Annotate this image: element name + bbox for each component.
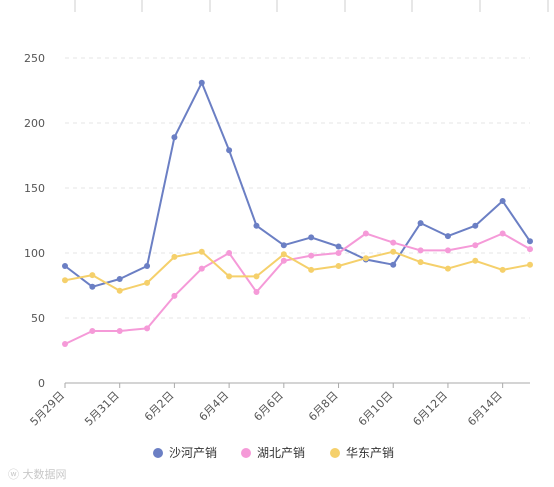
series-1-point-16 [499,230,506,237]
legend-marker-2 [330,448,340,458]
series-2-point-7 [253,273,260,280]
series-0-point-15 [472,222,479,229]
series-2-point-6 [226,273,233,280]
x-tick-label-0: 5月29日 [28,389,68,429]
series-1-point-0 [62,341,68,347]
series-0-point-12 [390,261,397,268]
series-0-point-7 [253,222,260,229]
series-line-1 [64,232,531,345]
series-1-point-9 [308,252,315,259]
y-tick-label-50: 50 [31,312,45,325]
x-tick-label-1: 5月31日 [82,389,122,429]
legend-item-0: 沙河产销 [153,446,217,460]
series-0-point-2 [116,276,123,282]
x-axis: 5月29日 5月31日 6月2日 6月4日 6月6日 6月8日 6月10日 6月12日 6月14… [28,382,530,429]
series-0-point-3 [144,263,151,269]
series-2-point-4 [171,253,178,260]
series-2-point-13 [417,259,424,266]
y-axis: 0 50 100 150 200 250 [24,52,45,390]
legend-label-1: 湖北产销 [257,445,305,460]
series-1-point-15 [472,242,479,249]
series-2 [62,248,533,294]
weibo-icon: ⓦ [8,468,19,481]
top-border-ticks [74,0,549,12]
series-1-point-4 [171,292,178,299]
series-0-point-8 [280,242,287,249]
series-2-point-15 [472,257,479,264]
watermark-text: 大数据网 [22,468,67,481]
series-1-point-11 [362,230,369,237]
series-1-point-17 [527,246,533,253]
series-2-point-11 [362,255,369,262]
legend-item-2: 华东产销 [330,446,394,460]
series-0-point-1 [89,283,96,290]
series-0-point-6 [226,147,233,154]
series-1-point-7 [253,289,260,295]
series-0-point-16 [499,198,506,204]
series-2-point-12 [390,248,397,255]
x-tick-label-5: 6月8日 [306,389,341,424]
series-2-point-2 [116,287,123,294]
series-0-point-13 [417,220,424,227]
series-0-point-9 [308,234,315,241]
series-0-point-10 [335,243,342,250]
y-tick-label-0: 0 [38,377,45,390]
series-0-point-4 [171,134,178,141]
legend-marker-1 [241,448,251,458]
series-line-2 [64,250,531,292]
series-2-point-8 [280,251,287,258]
x-tick-label-2: 6月2日 [142,389,177,424]
x-tick-label-3: 6月4日 [197,389,232,424]
legend-marker-0 [153,448,163,458]
series-1-point-10 [335,250,342,256]
series-1-point-2 [116,328,123,334]
x-tick-label-6: 6月10日 [356,389,396,429]
series-1-point-5 [198,265,205,272]
legend-label-0: 沙河产销 [169,446,217,460]
series-1 [62,230,533,347]
series-0-point-5 [198,79,205,86]
y-tick-label-100: 100 [24,247,45,260]
series-1-point-14 [444,247,451,254]
y-tick-label-200: 200 [24,117,45,130]
series-2-point-3 [144,279,151,286]
series-2-point-0 [62,277,68,284]
legend-item-1: 湖北产销 [241,445,305,460]
legend-label-2: 华东产销 [346,446,394,460]
series-2-point-17 [527,261,533,268]
watermark: ⓦ 大数据网 [8,466,67,482]
series-1-point-6 [226,250,233,256]
series-1-point-12 [390,239,397,246]
x-tick-label-4: 6月6日 [251,389,286,424]
series-line-0 [64,81,531,288]
series-layer [62,79,533,347]
series-0-point-14 [444,233,451,240]
legend: 沙河产销 湖北产销 华东产销 [153,445,394,460]
grid-lines [65,57,530,319]
x-tick-label-8: 6月14日 [465,389,505,429]
series-2-point-5 [198,248,205,255]
series-2-point-14 [444,265,451,272]
y-tick-label-150: 150 [24,182,45,195]
y-tick-label-250: 250 [24,52,45,65]
series-0-point-17 [527,238,533,245]
series-2-point-1 [89,272,96,279]
series-0 [62,79,533,290]
series-2-point-10 [335,263,342,269]
series-1-point-8 [280,257,287,264]
series-1-point-3 [144,325,151,332]
series-2-point-16 [499,266,506,273]
x-tick-label-7: 6月12日 [410,389,450,429]
series-0-point-0 [62,263,68,269]
series-2-point-9 [308,266,315,273]
series-1-point-13 [417,247,424,254]
series-1-point-1 [89,328,96,334]
